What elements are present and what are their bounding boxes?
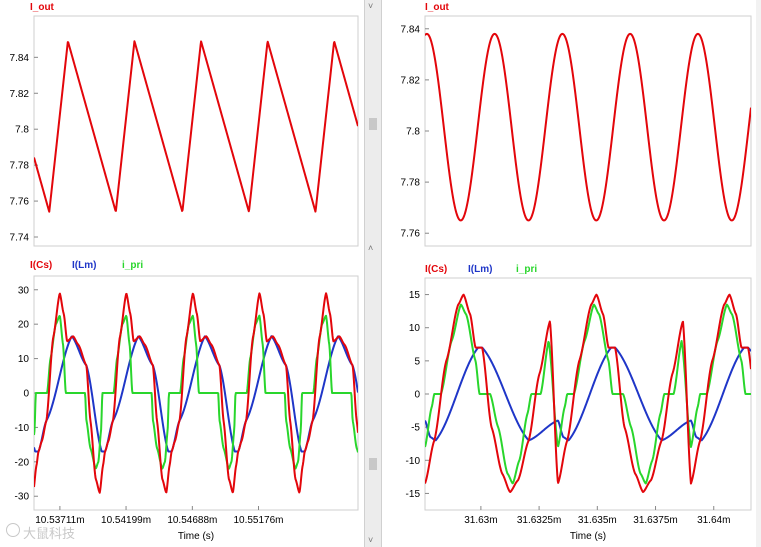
ytick-label: 7.8	[406, 127, 420, 138]
ytick-label: 15	[409, 290, 421, 301]
ytick-label: -10	[15, 423, 30, 434]
plot-frame-left-top	[33, 15, 359, 247]
series-line-ics	[425, 293, 751, 493]
x-axis-label: Time (s)	[178, 531, 214, 542]
x-axis-label: Time (s)	[570, 531, 606, 542]
series-line-ics	[34, 292, 358, 494]
xtick-label: 10.54199m	[101, 515, 151, 526]
scroll-down-arrow-icon[interactable]: ˅	[368, 1, 374, 11]
ytick-label: -5	[411, 423, 420, 434]
watermark-logo-icon	[6, 523, 20, 537]
ytick-label: 7.78	[401, 178, 421, 189]
ytick-label: -10	[406, 456, 421, 467]
series-line-iout	[425, 32, 751, 222]
ytick-label: 7.84	[401, 24, 421, 35]
ytick-label: -15	[406, 489, 421, 500]
ytick-label: 7.84	[10, 53, 30, 64]
ytick-label: 7.78	[10, 161, 30, 172]
ytick-label: 7.82	[401, 75, 421, 86]
right-scroll-edge[interactable]	[756, 0, 761, 547]
xtick-label: 31.6325m	[517, 515, 561, 526]
watermark-text: 大鼠科技	[23, 527, 76, 542]
legend-ics: I(Cs)	[425, 264, 447, 275]
ytick-label: 5	[414, 356, 420, 367]
chart-right-top: 7.76 7.78 7.8 7.82 7.84 I_out	[401, 2, 752, 247]
ytick-label: 10	[18, 354, 30, 365]
ytick-label: 20	[18, 320, 30, 331]
ytick-label: 30	[18, 285, 30, 296]
ytick-label: -30	[15, 492, 30, 503]
ytick-label: 7.76	[10, 197, 30, 208]
ytick-label: 10	[409, 323, 421, 334]
scroll-up-arrow-icon[interactable]: ˄	[368, 243, 374, 253]
chart-left-top: 7.74 7.76 7.78 7.8 7.82 7.84 I_out	[10, 2, 359, 247]
ytick-label: 7.76	[401, 229, 421, 240]
splitter-bar[interactable]: ˄ ˅ ˅	[364, 0, 382, 547]
xtick-label: 10.54688m	[167, 515, 217, 526]
xtick-label: 31.6375m	[633, 515, 677, 526]
chart-left-bottom: -30 -20 -10 0 10 20 30 10.53711m 10.54199m 10.546…	[15, 260, 359, 542]
legend-ics: I(Cs)	[30, 260, 52, 271]
legend-ilm: I(Lm)	[72, 260, 96, 271]
chart-title: I_out	[425, 2, 450, 13]
chart-title: I_out	[30, 2, 55, 13]
series-line-ipri	[34, 314, 358, 470]
legend-ilm: I(Lm)	[468, 264, 492, 275]
xtick-label: 31.635m	[578, 515, 617, 526]
ytick-label: 0	[23, 389, 29, 400]
series-line-iout	[34, 40, 358, 213]
plot-frame-right-top	[424, 15, 752, 247]
xtick-label: 10.55176m	[233, 515, 283, 526]
ytick-label: 7.8	[15, 125, 29, 136]
series-line-ipri	[425, 303, 751, 485]
scroll-thumb-bottom[interactable]	[369, 458, 377, 470]
legend-ipri: i_pri	[516, 264, 537, 275]
ytick-label: 7.74	[10, 233, 30, 244]
ytick-label: 7.82	[10, 89, 30, 100]
ytick-label: -20	[15, 457, 30, 468]
legend-ipri: i_pri	[122, 260, 143, 271]
xtick-label: 31.64m	[697, 515, 730, 526]
ytick-label: 0	[414, 390, 420, 401]
scroll-thumb-top[interactable]	[369, 118, 377, 130]
xtick-label: 31.63m	[464, 515, 497, 526]
scroll-down-arrow-icon-2[interactable]: ˅	[368, 535, 374, 545]
chart-right-bottom: -15 -10 -5 0 5 10 15 31.63m 31.6325m 31.635m 31.63…	[406, 264, 752, 542]
xtick-label: 10.53711m	[35, 515, 84, 526]
